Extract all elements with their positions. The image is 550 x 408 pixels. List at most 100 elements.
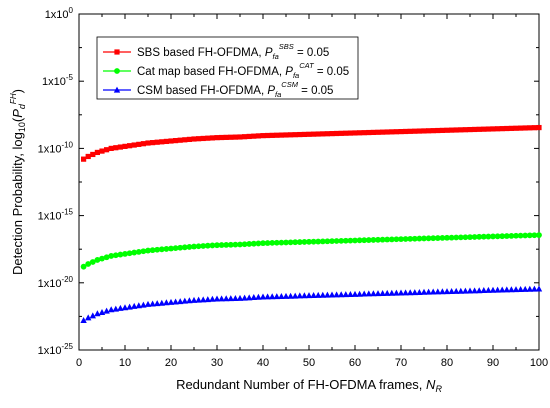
data-point (265, 132, 271, 139)
data-point (315, 291, 322, 298)
data-point (421, 128, 427, 134)
legend-label-tail: = 0.05 (314, 66, 350, 78)
data-point (536, 124, 542, 131)
y-tick-label: 1x10-20 (38, 275, 74, 290)
data-point (213, 295, 221, 302)
data-point (402, 236, 409, 242)
data-point (301, 239, 308, 245)
x-tick-label: 20 (165, 357, 177, 369)
data-point (476, 126, 482, 132)
data-point (99, 255, 105, 262)
data-point (94, 149, 100, 156)
data-point (81, 156, 87, 162)
data-point (490, 233, 496, 240)
data-point (365, 290, 372, 297)
data-point (398, 236, 404, 243)
data-point (200, 243, 207, 249)
legend-label-tail: = 0.05 (298, 85, 334, 97)
data-point (301, 292, 308, 299)
data-point (379, 290, 386, 297)
legend-marker (114, 68, 120, 74)
data-point (370, 237, 377, 243)
data-point (127, 143, 133, 149)
legend-label-sup: CSM (281, 80, 298, 89)
data-point (439, 235, 446, 241)
data-point (444, 234, 450, 241)
data-point (94, 310, 101, 317)
data-point (411, 289, 418, 296)
legend-label: CSM based FH-OFDMA, PfaCSM = 0.05 (137, 80, 333, 99)
data-point (439, 288, 446, 295)
data-point (182, 137, 188, 143)
data-point (407, 289, 414, 296)
data-point (485, 233, 492, 240)
data-point (361, 130, 367, 136)
data-point (195, 296, 202, 303)
data-point (131, 142, 137, 148)
x-tick-label: 50 (303, 357, 315, 369)
data-point (310, 292, 317, 299)
data-point (94, 257, 101, 263)
data-point (375, 129, 381, 135)
data-point (462, 234, 469, 241)
data-point (154, 246, 161, 253)
data-point (522, 285, 529, 292)
data-point (503, 233, 510, 239)
data-point (140, 248, 147, 255)
data-point (85, 153, 91, 160)
data-point (260, 133, 266, 139)
data-point (181, 244, 188, 251)
data-point (117, 251, 124, 258)
data-point (104, 147, 110, 153)
data-point (150, 140, 156, 146)
data-point (269, 239, 276, 246)
x-axis: 0 10 20 30 40 50 60 70 80 90 100 (76, 14, 548, 369)
data-point (196, 136, 202, 142)
data-point (315, 131, 321, 137)
data-point (526, 232, 533, 239)
data-point (472, 126, 478, 133)
series-layer (80, 124, 543, 324)
data-point (320, 131, 326, 137)
data-point (136, 141, 142, 147)
data-point (512, 286, 520, 293)
data-point (361, 237, 368, 244)
data-point (467, 234, 473, 241)
data-point (388, 236, 395, 243)
data-point (282, 292, 290, 299)
data-point (420, 288, 428, 295)
data-point (135, 248, 142, 255)
data-point (489, 286, 497, 293)
data-point (499, 233, 506, 240)
data-point (292, 239, 299, 246)
data-point (168, 138, 174, 144)
data-point (255, 293, 262, 300)
data-point (435, 127, 441, 134)
data-point (223, 295, 230, 302)
data-point (352, 237, 358, 244)
data-point (397, 289, 405, 296)
data-point (504, 125, 510, 132)
legend-label-sub: fa (293, 71, 299, 80)
data-point (167, 298, 175, 305)
x-tick-label: 80 (441, 357, 453, 369)
data-point (430, 288, 437, 295)
legend-box (96, 36, 359, 100)
data-point (214, 135, 220, 141)
data-point (117, 304, 124, 311)
data-point (278, 239, 285, 246)
data-point (393, 236, 400, 243)
data-point (310, 238, 317, 245)
data-point (531, 285, 538, 292)
data-point (319, 238, 326, 245)
data-point (407, 128, 413, 134)
data-point (103, 307, 110, 314)
data-point (443, 288, 451, 295)
y-tick-exponent: -15 (61, 208, 73, 217)
data-point (476, 287, 483, 294)
data-point (98, 308, 106, 315)
data-point (287, 292, 294, 299)
y-axis-label-main: Detection Probability, log (10, 132, 25, 275)
